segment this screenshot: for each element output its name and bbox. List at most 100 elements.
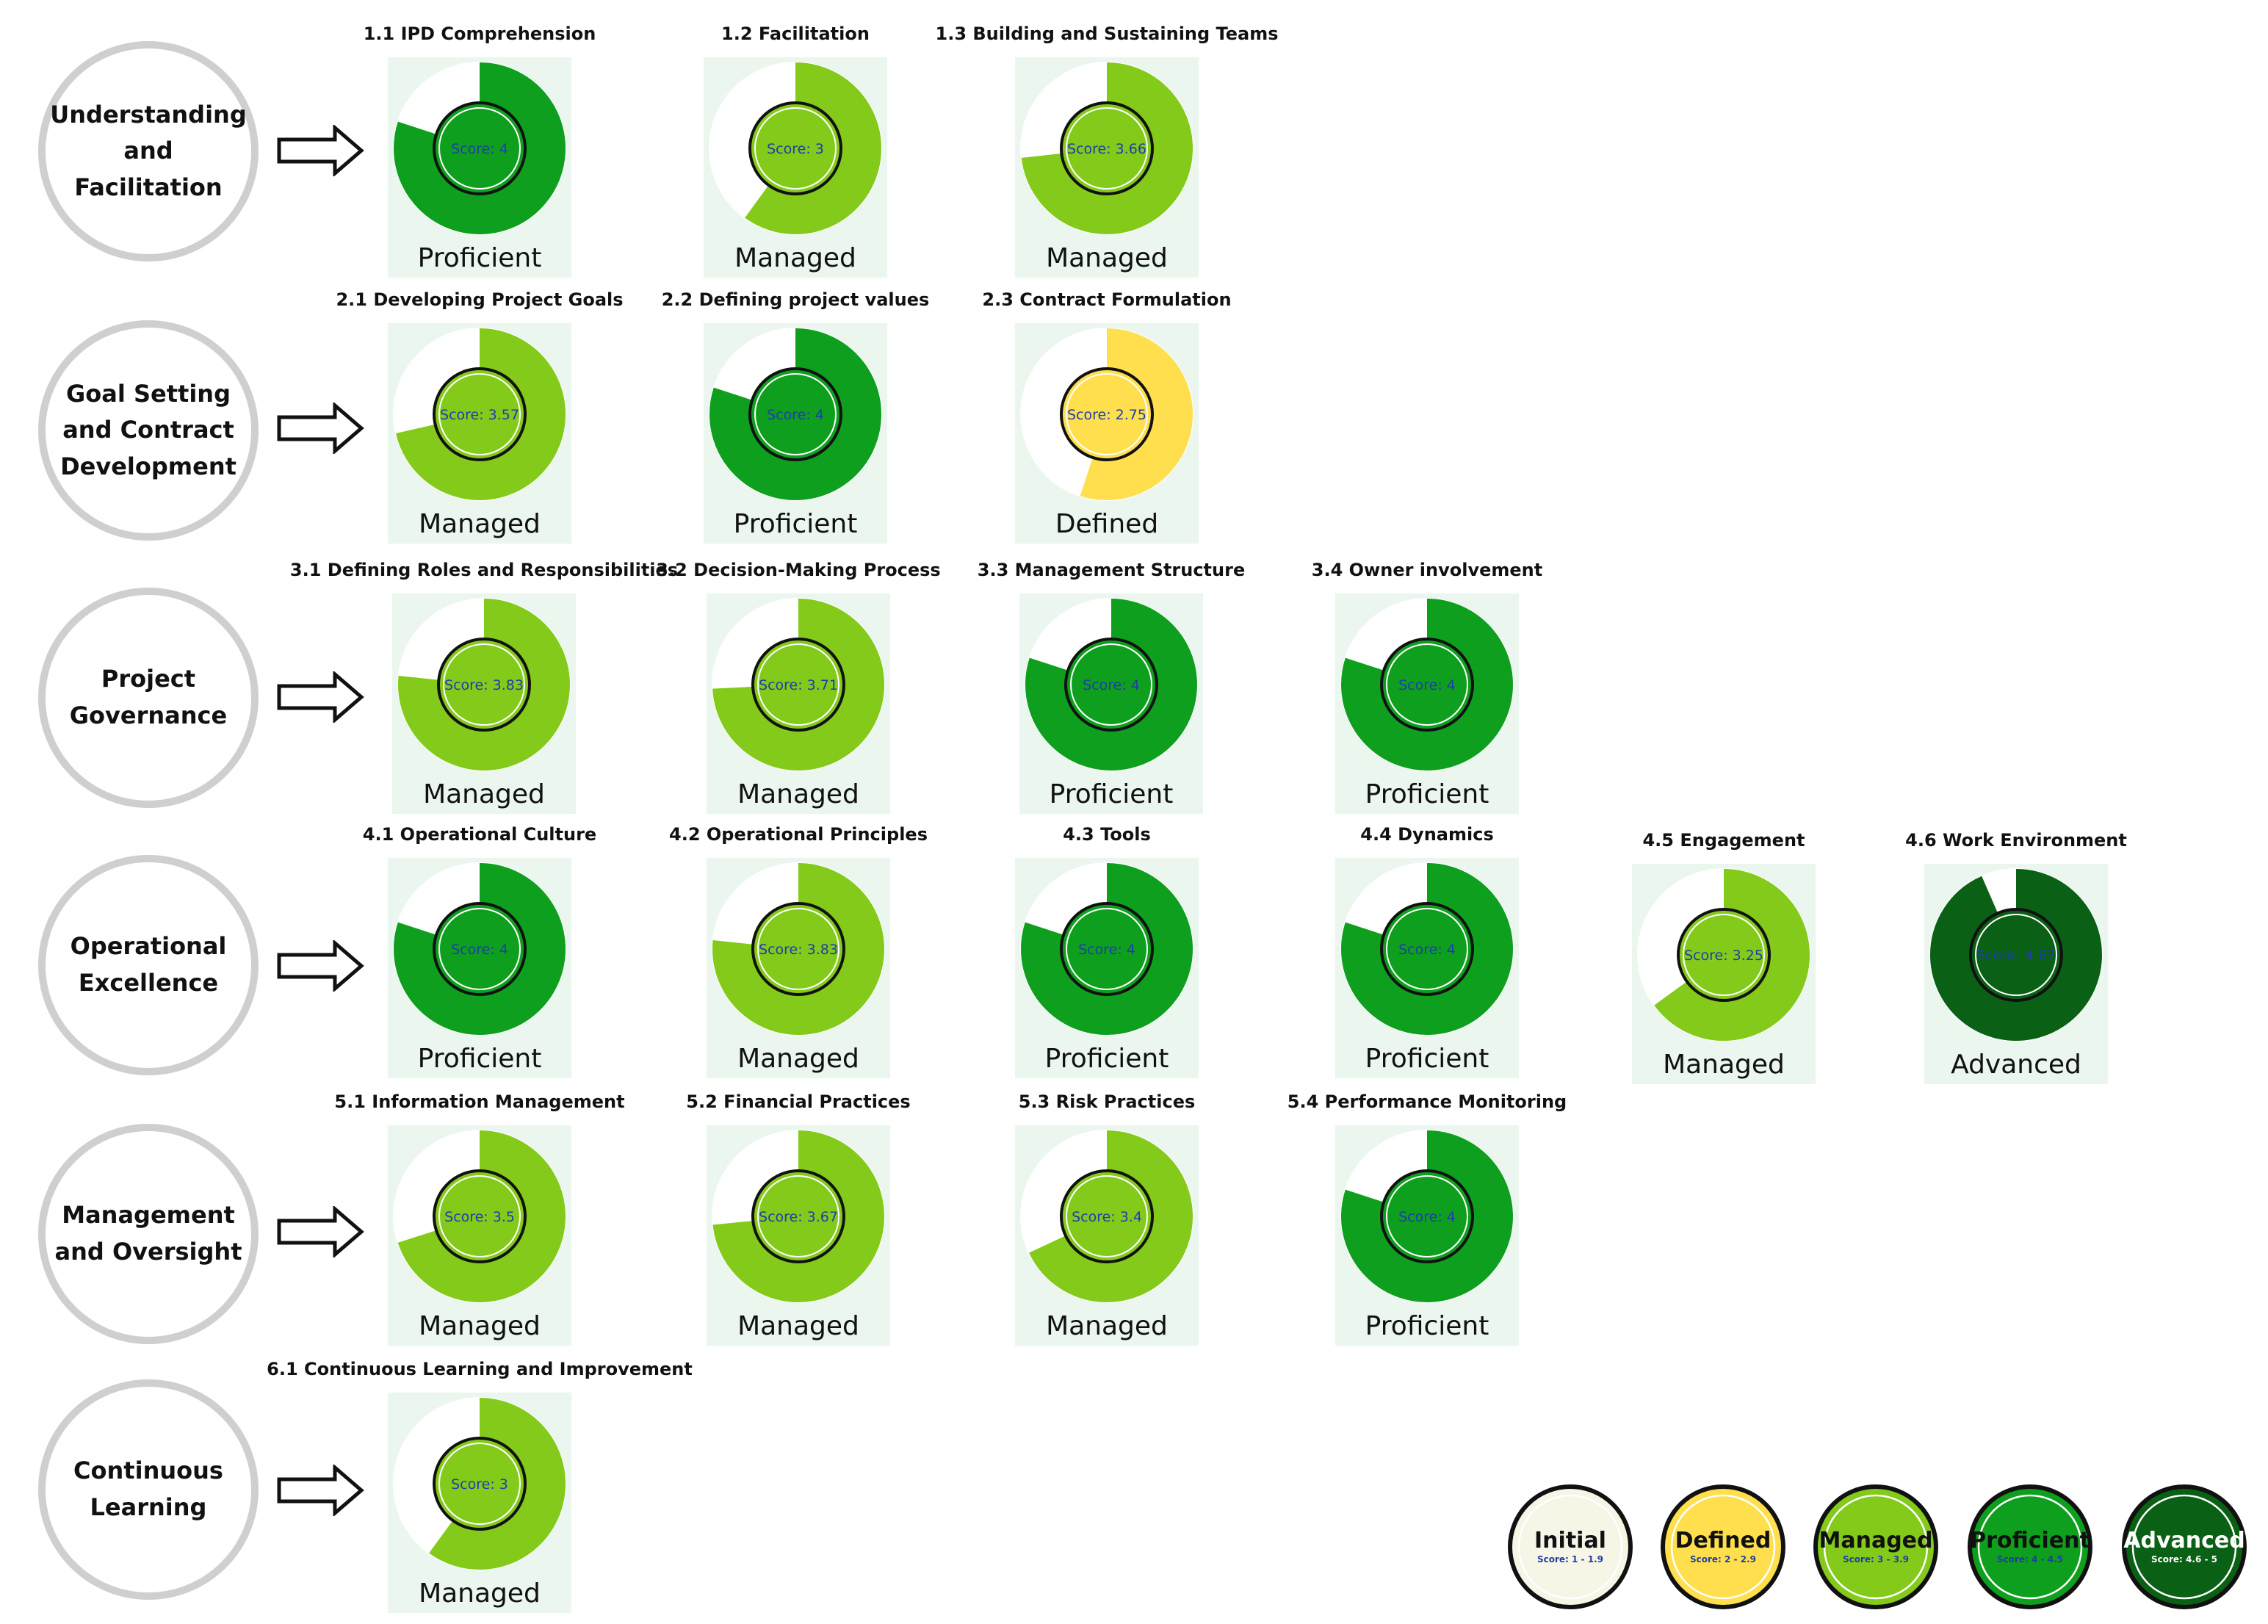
metric-1-1: 1.1 IPD Comprehension Score: 4 Proficien… [364, 24, 596, 278]
metric-5-2: 5.2 Financial Practices Score: 3.67 Mana… [686, 1091, 911, 1346]
metric-title: 3.1 Defining Roles and Responsibilities [289, 560, 679, 580]
score-label: Score: 4 [1083, 677, 1140, 693]
metric-3-2: 3.2 Decision-Making Process Score: 3.71 … [656, 560, 941, 814]
category-label: Operational Excellence [70, 932, 227, 997]
metric-title: 5.1 Information Management [334, 1091, 625, 1112]
legend-name: Initial [1534, 1528, 1606, 1554]
right-arrow-icon [277, 403, 364, 454]
score-arc [394, 62, 566, 234]
score-donut: Score: 3.66 [1020, 62, 1193, 235]
legend-swatch [1661, 1484, 1785, 1609]
score-donut: Score: 4.67 [1929, 868, 2103, 1042]
score-donut: Score: 3.71 [712, 598, 885, 771]
legend-swatch [2122, 1484, 2247, 1609]
score-arc [1021, 62, 1193, 234]
score-arc [394, 1130, 566, 1302]
right-arrow-icon [277, 1206, 364, 1257]
legend-swatch [1508, 1484, 1633, 1609]
score-arc [394, 863, 566, 1035]
score-donut: Score: 4 [709, 328, 882, 501]
score-arc [1341, 863, 1513, 1035]
category-goal-setting-contract-development: Goal Setting and Contract Development [38, 320, 259, 541]
maturity-level: Proficient [1365, 779, 1489, 809]
metric-title: 6.1 Continuous Learning and Improvement [267, 1359, 693, 1379]
metric-3-3: 3.3 Management Structure Score: 4 Profic… [978, 560, 1245, 814]
metric-card: Score: 3.67 Managed [707, 1125, 890, 1346]
maturity-level: Proficient [1044, 1044, 1169, 1074]
right-arrow-icon [277, 1465, 364, 1516]
metric-1-3: 1.3 Building and Sustaining Teams Score:… [936, 24, 1278, 278]
maturity-level: Managed [737, 1044, 859, 1074]
metric-card: Score: 3.57 Managed [388, 323, 571, 544]
metric-4-4: 4.4 Dynamics Score: 4 Proficient [1335, 824, 1519, 1078]
score-label: Score: 4 [451, 141, 508, 157]
metric-card: Score: 2.75 Defined [1015, 323, 1199, 544]
score-donut: Score: 3 [393, 1397, 566, 1570]
score-donut: Score: 3.67 [712, 1130, 885, 1303]
metric-4-3: 4.3 Tools Score: 4 Proficient [1015, 824, 1199, 1078]
metric-card: Score: 3.66 Managed [1015, 57, 1199, 278]
score-donut: Score: 3.57 [393, 328, 566, 501]
score-label: Score: 3.4 [1072, 1209, 1142, 1225]
legend-name: Defined [1675, 1528, 1772, 1554]
category-operational-excellence: Operational Excellence [38, 855, 259, 1075]
metric-title: 4.3 Tools [1063, 824, 1151, 845]
maturity-level: Proficient [1365, 1044, 1489, 1074]
maturity-level: Managed [737, 779, 859, 809]
legend-swatch [1813, 1484, 1938, 1609]
score-label: Score: 3.71 [759, 677, 838, 693]
legend-proficient: Proficient Score: 4 - 4.5 [1965, 1482, 2095, 1612]
legend-range: Score: 4 - 4.5 [1997, 1553, 2063, 1565]
maturity-level: Managed [1663, 1050, 1785, 1080]
metric-card: Score: 3.83 Managed [392, 593, 576, 814]
metric-card: Score: 4 Proficient [388, 57, 571, 278]
metric-6-1: 6.1 Continuous Learning and Improvement … [267, 1359, 693, 1613]
score-label: Score: 3.5 [444, 1209, 515, 1225]
score-donut: Score: 4 [1340, 598, 1514, 771]
category-continuous-learning: Continuous Learning [38, 1379, 259, 1600]
score-label: Score: 3.66 [1067, 141, 1146, 157]
score-donut: Score: 3.25 [1637, 868, 1810, 1042]
right-arrow-icon [277, 671, 364, 723]
right-arrow-icon [277, 125, 364, 176]
metric-4-1: 4.1 Operational Culture Score: 4 Profici… [363, 824, 596, 1078]
metric-4-6: 4.6 Work Environment Score: 4.67 Advance… [1905, 830, 2127, 1084]
metric-card: Score: 4 Proficient [388, 858, 571, 1078]
score-arc [712, 1130, 884, 1302]
metric-title: 1.3 Building and Sustaining Teams [935, 24, 1279, 44]
score-label: Score: 3.25 [1684, 948, 1763, 964]
score-label: Score: 4.67 [1976, 948, 2056, 964]
category-label: Continuous Learning [73, 1457, 223, 1521]
score-label: Score: 4 [1078, 942, 1135, 958]
metric-3-4: 3.4 Owner involvement Score: 4 Proficien… [1312, 560, 1542, 814]
maturity-level: Managed [423, 779, 545, 809]
score-donut: Score: 4 [1340, 862, 1514, 1036]
metric-title: 2.1 Developing Project Goals [336, 289, 624, 310]
score-donut: Score: 2.75 [1020, 328, 1193, 501]
metric-title: 4.4 Dynamics [1360, 824, 1494, 845]
legend-advanced: Advanced Score: 4.6 - 5 [2120, 1482, 2249, 1612]
score-arc [398, 599, 570, 771]
maturity-level: Proficient [417, 243, 542, 273]
score-donut: Score: 3 [709, 62, 882, 235]
metric-title: 3.3 Management Structure [977, 560, 1246, 580]
category-project-governance: Project Governance [38, 588, 259, 808]
metric-card: Score: 4 Proficient [1019, 593, 1203, 814]
metric-5-4: 5.4 Performance Monitoring Score: 4 Prof… [1288, 1091, 1567, 1346]
score-arc [1025, 599, 1197, 771]
metric-card: Score: 3.83 Managed [707, 858, 890, 1078]
metric-2-3: 2.3 Contract Formulation Score: 2.75 Def… [982, 289, 1232, 544]
metric-card: Score: 3.5 Managed [388, 1125, 571, 1346]
score-arc [1341, 1130, 1513, 1302]
score-arc [1021, 1130, 1193, 1302]
score-label: Score: 3 [451, 1476, 508, 1493]
metric-4-5: 4.5 Engagement Score: 3.25 Managed [1632, 830, 1816, 1084]
metric-3-1: 3.1 Defining Roles and Responsibilities … [290, 560, 678, 814]
metric-card: Score: 3.4 Managed [1015, 1125, 1199, 1346]
maturity-level: Proficient [417, 1044, 542, 1074]
metric-title: 3.4 Owner involvement [1311, 560, 1543, 580]
score-label: Score: 3.67 [759, 1209, 838, 1225]
metric-card: Score: 4 Proficient [1335, 1125, 1519, 1346]
metric-2-2: 2.2 Defining project values Score: 4 Pro… [662, 289, 929, 544]
score-label: Score: 3.83 [444, 677, 524, 693]
